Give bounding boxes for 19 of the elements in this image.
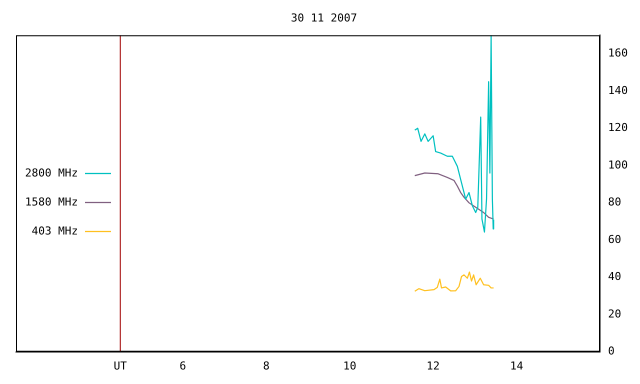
y-tick-label: 160 xyxy=(608,46,628,60)
y-tick-label: 20 xyxy=(608,307,622,320)
legend-label: 1580 MHz xyxy=(25,195,78,208)
chart-title: 30 11 2007 xyxy=(290,11,358,24)
y-tick-label: 140 xyxy=(608,84,628,97)
y-tick-label: 120 xyxy=(608,121,628,134)
legend-label: 2800 MHz xyxy=(25,166,78,180)
y-tick-label: 60 xyxy=(608,232,622,246)
y-tick-label: 100 xyxy=(608,158,628,172)
legend-label: 403 MHz xyxy=(32,224,78,238)
y-tick-label: 80 xyxy=(608,196,622,209)
x-tick-label: 14 xyxy=(510,359,524,372)
x-tick-label: 12 xyxy=(426,359,440,372)
x-tick-label: 10 xyxy=(343,359,356,372)
y-tick-label: 40 xyxy=(608,270,622,284)
y-tick-label: 0 xyxy=(608,344,615,358)
x-tick-label: 8 xyxy=(262,359,270,372)
x-tick-label: UT xyxy=(114,359,128,372)
x-tick-label: 6 xyxy=(180,359,186,372)
